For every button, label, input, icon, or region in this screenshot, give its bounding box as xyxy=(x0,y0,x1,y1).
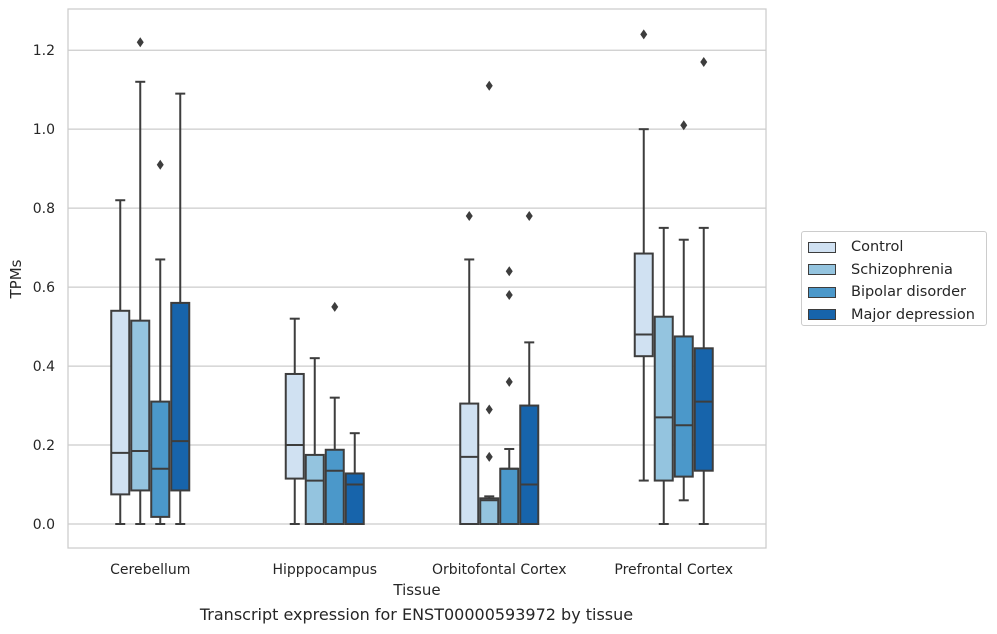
box-body xyxy=(499,467,520,525)
outlier-marker xyxy=(331,301,339,312)
legend-item: Major depression xyxy=(808,304,986,327)
box-body xyxy=(150,400,171,518)
figure-caption: Transcript expression for ENST0000059397… xyxy=(199,605,634,624)
box-3-0 xyxy=(633,29,654,482)
box-2-2 xyxy=(499,266,520,525)
legend-swatch xyxy=(808,309,836,321)
box-body xyxy=(130,319,151,492)
legend-label: Bipolar disorder xyxy=(851,284,966,301)
box-2-0 xyxy=(459,211,480,525)
outlier-marker xyxy=(485,404,493,415)
box-body xyxy=(459,402,480,525)
box-body xyxy=(284,372,305,480)
box-3-1 xyxy=(653,226,674,525)
box-body xyxy=(170,301,191,492)
box-3-2 xyxy=(673,120,694,502)
outlier-marker xyxy=(505,376,513,387)
box-groups xyxy=(110,29,714,526)
x-tick-label: Hipppocampus xyxy=(272,562,377,578)
box-body xyxy=(110,309,131,496)
y-tick-labels: 0.0 0.2 0.4 0.6 0.8 1.0 1.2 xyxy=(33,43,55,533)
box-1-0 xyxy=(284,317,305,525)
outlier-marker xyxy=(700,57,708,68)
box-2-1 xyxy=(479,80,500,526)
box-1-3 xyxy=(344,432,365,525)
legend-swatch xyxy=(808,286,836,298)
legend-item: Control xyxy=(808,236,986,259)
box-1-2 xyxy=(324,301,345,525)
y-tick-label: 0.6 xyxy=(33,280,55,296)
box-0-3 xyxy=(170,92,191,525)
outlier-marker xyxy=(640,29,648,40)
y-tick-label: 0.4 xyxy=(33,359,55,375)
box-3-3 xyxy=(693,57,714,525)
x-axis-title: Tissue xyxy=(392,581,440,599)
box-body xyxy=(324,448,345,525)
x-tick-label: Cerebellum xyxy=(110,562,190,578)
legend-label: Control xyxy=(851,239,904,256)
box-body xyxy=(673,335,694,478)
legend: Control Schizophrenia Bipolar disorder Majo… xyxy=(801,231,987,326)
box-body xyxy=(633,252,654,358)
box-body xyxy=(519,404,540,525)
box-1-1 xyxy=(304,357,325,526)
x-tick-label: Orbitofontal Cortex xyxy=(432,562,567,578)
y-axis-title: TPMs xyxy=(7,259,25,299)
box-0-0 xyxy=(110,199,131,525)
y-tick-label: 0.2 xyxy=(33,438,55,454)
box-body xyxy=(344,472,365,525)
outlier-marker xyxy=(680,120,688,131)
y-tick-label: 0.0 xyxy=(33,517,55,533)
outlier-marker xyxy=(136,37,144,48)
outlier-marker xyxy=(505,266,513,277)
legend-swatch xyxy=(808,264,836,276)
x-tick-labels: Cerebellum Hipppocampus Orbitofontal Corte… xyxy=(110,562,733,578)
plot-frame xyxy=(67,8,767,549)
box-body xyxy=(653,315,674,482)
legend-label: Schizophrenia xyxy=(851,261,953,278)
legend-swatch xyxy=(808,241,836,253)
outlier-marker xyxy=(156,159,164,170)
legend-label: Major depression xyxy=(851,306,975,323)
y-tick-label: 1.2 xyxy=(33,43,55,59)
legend-item: Schizophrenia xyxy=(808,259,986,282)
outlier-marker xyxy=(485,451,493,462)
box-body xyxy=(304,453,325,526)
outlier-marker xyxy=(505,289,513,300)
outlier-marker xyxy=(465,211,473,222)
box-0-2 xyxy=(150,159,171,525)
x-tick-label: Prefrontal Cortex xyxy=(614,562,733,578)
box-body xyxy=(479,497,500,526)
outlier-marker xyxy=(525,211,533,222)
y-tick-label: 1.0 xyxy=(33,122,55,138)
box-body xyxy=(693,347,714,472)
legend-item: Bipolar disorder xyxy=(808,281,986,304)
box-0-1 xyxy=(130,37,151,525)
box-2-3 xyxy=(519,211,540,525)
y-tick-label: 0.8 xyxy=(33,201,55,217)
outlier-marker xyxy=(485,80,493,91)
